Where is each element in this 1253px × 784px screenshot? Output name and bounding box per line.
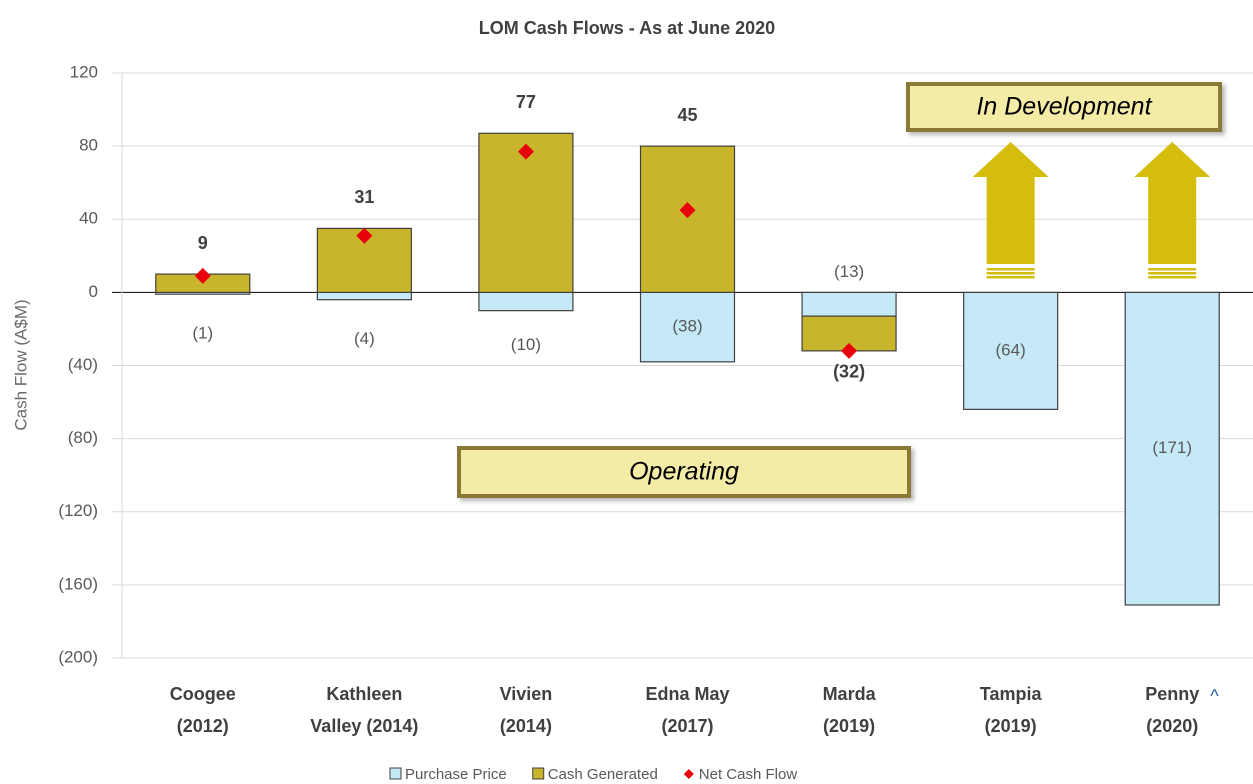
arrow-stripe (1148, 272, 1197, 275)
bar (1124, 291, 1220, 606)
category-marker: ^ (1210, 686, 1219, 706)
arrows (972, 142, 1211, 279)
arrow-stripe (986, 268, 1035, 271)
legend: Purchase Price Cash Generated Net Cash Flo… (389, 766, 798, 783)
annotation-text: In Development (976, 93, 1152, 121)
bar (478, 291, 574, 312)
chart-title: LOM Cash Flows - As at June 2020 (479, 18, 775, 38)
y-tick-label: (160) (58, 574, 98, 593)
x-tick-label: Marda (823, 684, 877, 704)
annotation-operating: Operating (457, 446, 911, 498)
annotation-box (457, 446, 911, 498)
arrow-stripe (1148, 276, 1197, 279)
plot: (200) (160) (120) (80) (40) 0 40 80 120 (58, 62, 1253, 666)
x-tick-label: (2017) (661, 716, 713, 736)
net-marker (194, 267, 211, 284)
legend-marker (683, 769, 694, 779)
arrow-stripe (986, 276, 1035, 279)
x-tick-label: (2020) (1146, 716, 1198, 736)
bar (478, 132, 574, 293)
arrow-stripe (986, 272, 1035, 275)
annotation-in-development: In Development (906, 82, 1222, 132)
net-label: 77 (516, 92, 536, 112)
x-tick-label: (2014) (500, 716, 552, 736)
legend-label: Net Cash Flow (699, 766, 798, 783)
y-tick-label: 40 (79, 209, 98, 228)
net-label: 31 (354, 187, 374, 207)
bar (316, 291, 412, 301)
y-tick-label: 80 (79, 136, 98, 155)
legend-label: Cash Generated (548, 766, 658, 783)
net-label: (32) (833, 362, 865, 382)
y-tick-label: (120) (58, 501, 98, 520)
net-marker (356, 227, 373, 244)
data-label: (4) (354, 329, 375, 348)
legend-label: Purchase Price (405, 766, 507, 783)
bar (963, 291, 1059, 410)
x-tick-label: (2012) (177, 716, 229, 736)
x-tick-label: Coogee (170, 684, 236, 704)
y-tick-label: (200) (58, 647, 98, 666)
y-axis-label: Cash Flow (A$M) (11, 299, 30, 430)
bars (155, 132, 1220, 606)
arrow-stripe (1148, 268, 1197, 271)
annotation-text: Operating (629, 458, 739, 486)
x-tick-label: (2019) (985, 716, 1037, 736)
net-marker (517, 143, 534, 160)
arrow (972, 142, 1049, 264)
bar (639, 291, 736, 363)
net-label: 9 (198, 233, 208, 253)
y-tick-label: 0 (89, 282, 98, 301)
x-tick-label: Edna May (645, 684, 729, 704)
bar (801, 291, 897, 317)
data-label: (1) (192, 324, 213, 343)
bar (639, 145, 736, 293)
y-tick-label: (40) (68, 355, 98, 374)
y-tick-label: (80) (68, 428, 98, 447)
net-label: 45 (677, 105, 697, 125)
x-tick-label: Vivien (500, 684, 553, 704)
arrow (1134, 142, 1211, 264)
legend-swatch (389, 767, 402, 780)
data-label: (64) (996, 340, 1026, 359)
net-marker (679, 202, 696, 219)
x-tick-label: Kathleen (326, 684, 402, 704)
x-tick-label: (2019) (823, 716, 875, 736)
data-label: (10) (511, 335, 541, 354)
x-tick-label: Penny (1145, 684, 1199, 704)
y-tick-label: 120 (70, 62, 98, 81)
labels: (1) 9 Coogee (2012) (4) 31 Kathleen Valley (201… (170, 92, 1219, 736)
legend-swatch (532, 767, 545, 780)
x-tick-label: Valley (2014) (310, 716, 418, 736)
annotation-box (906, 82, 1222, 132)
x-tick-label: Tampia (980, 684, 1043, 704)
data-label: (38) (672, 317, 702, 336)
data-label: (171) (1152, 438, 1192, 457)
net-marker (841, 342, 858, 359)
data-label: (13) (834, 262, 864, 281)
